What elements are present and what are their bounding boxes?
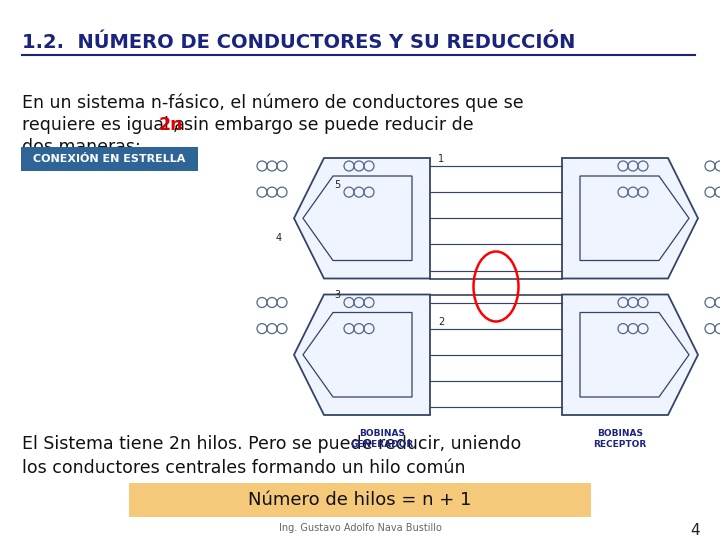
Text: El Sistema tiene 2n hilos. Pero se puede reducir, uniendo: El Sistema tiene 2n hilos. Pero se puede… <box>22 435 521 453</box>
Text: BOBINAS
RECEPTOR: BOBINAS RECEPTOR <box>593 429 647 449</box>
Text: 4: 4 <box>690 523 700 538</box>
Polygon shape <box>294 158 430 279</box>
FancyBboxPatch shape <box>21 147 198 171</box>
Text: Ing. Gustavo Adolfo Nava Bustillo: Ing. Gustavo Adolfo Nava Bustillo <box>279 523 441 533</box>
Text: 5: 5 <box>334 180 341 190</box>
Text: En un sistema n-fásico, el número de conductores que se: En un sistema n-fásico, el número de con… <box>22 94 523 112</box>
Text: 2: 2 <box>438 316 444 327</box>
Text: 4: 4 <box>276 233 282 243</box>
Text: 1: 1 <box>438 154 444 164</box>
Polygon shape <box>562 294 698 415</box>
Text: dos maneras:: dos maneras: <box>22 138 140 156</box>
Text: Número de hilos = n + 1: Número de hilos = n + 1 <box>248 491 472 509</box>
Text: CONEXIÓN EN ESTRELLA: CONEXIÓN EN ESTRELLA <box>33 154 186 164</box>
Polygon shape <box>562 158 698 279</box>
Text: , sin embargo se puede reducir de: , sin embargo se puede reducir de <box>173 116 473 134</box>
Text: 2n: 2n <box>159 116 184 134</box>
Text: BOBINAS
GENERADOR: BOBINAS GENERADOR <box>351 429 413 449</box>
Text: los conductores centrales formando un hilo común: los conductores centrales formando un hi… <box>22 459 466 477</box>
Polygon shape <box>294 294 430 415</box>
Text: 3: 3 <box>334 291 340 300</box>
Text: 1.2.  NÚMERO DE CONDUCTORES Y SU REDUCCIÓN: 1.2. NÚMERO DE CONDUCTORES Y SU REDUCCIÓ… <box>22 33 575 52</box>
Text: requiere es igual a: requiere es igual a <box>22 116 191 134</box>
FancyBboxPatch shape <box>129 483 591 517</box>
